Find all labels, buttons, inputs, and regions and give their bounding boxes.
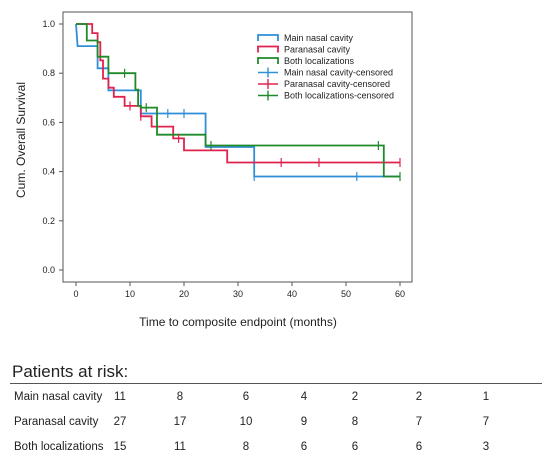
survival-curve-3 (76, 23, 400, 178)
x-axis-label: Time to composite endpoint (months) (139, 315, 337, 329)
risk-table-cell: 8 (176, 391, 184, 403)
risk-table-divider (10, 383, 542, 384)
risk-table-cell: 6 (351, 441, 359, 453)
risk-table-title: Patients at risk: (12, 362, 129, 381)
survival-chart: 0 10 20 30 40 50 60 0.0 0.2 0.4 0.6 0.8 1.0 Cum. Ov… (14, 11, 413, 329)
risk-table-cell: 10 (239, 416, 253, 428)
x-tick-label: 50 (341, 289, 351, 299)
y-tick-label: 0.0 (42, 265, 55, 275)
x-tick-label: 40 (287, 289, 297, 299)
risk-table-row: Main nasal cavity 11 8 6 4 2 2 1 (14, 391, 544, 411)
risk-row-label: Paranasal cavity (14, 416, 99, 428)
risk-table-cell: 2 (351, 391, 359, 403)
risk-table-cell: 27 (113, 416, 127, 428)
legend-swatch-1 (257, 34, 279, 41)
risk-table-cell: 3 (482, 441, 490, 453)
risk-table-cell: 8 (351, 416, 359, 428)
risk-table-cell: 17 (173, 416, 187, 428)
x-axis-ticks: 0 10 20 30 40 50 60 (73, 282, 405, 299)
x-tick-label: 60 (395, 289, 405, 299)
x-tick-label: 30 (233, 289, 243, 299)
x-tick-label: 20 (179, 289, 189, 299)
legend-swatch-3 (257, 57, 279, 64)
risk-row-label: Both localizations (14, 441, 104, 453)
y-tick-label: 1.0 (42, 19, 55, 29)
risk-table-cell: 9 (300, 416, 308, 428)
legend-swatch-2 (257, 45, 279, 53)
risk-table-row: Both localizations 15 11 8 6 6 6 3 (14, 441, 544, 461)
risk-table-cell: 6 (415, 441, 423, 453)
risk-table-cell: 15 (113, 441, 127, 453)
y-tick-label: 0.2 (42, 216, 55, 226)
legend-label: Both localizations (284, 56, 355, 66)
x-tick-label: 10 (125, 289, 135, 299)
risk-table-cell: 11 (114, 391, 126, 403)
risk-table-cell: 7 (415, 416, 423, 428)
risk-table-cell: 1 (482, 391, 490, 403)
risk-table-cell: 2 (415, 391, 423, 403)
risk-table-cell: 8 (242, 441, 250, 453)
risk-table-row: Paranasal cavity 27 17 10 9 8 7 7 (14, 416, 544, 436)
y-tick-label: 0.8 (42, 68, 55, 78)
risk-table-cell: 6 (300, 441, 308, 453)
y-axis-label: Cum. Overall Survival (14, 82, 28, 198)
risk-row-label: Main nasal cavity (14, 391, 103, 403)
x-tick-label: 0 (73, 289, 78, 299)
legend-label: Both localizations-censored (284, 91, 394, 101)
risk-table-cell: 4 (300, 391, 308, 403)
y-axis-ticks: 0.0 0.2 0.4 0.6 0.8 1.0 (42, 19, 63, 275)
risk-table-cell: 7 (482, 416, 490, 428)
legend-label: Main nasal cavity-censored (284, 68, 393, 78)
risk-table-cell: 6 (242, 391, 250, 403)
legend-label: Paranasal cavity-censored (284, 79, 390, 89)
legend-label: Main nasal cavity (284, 33, 354, 43)
risk-table-cell: 11 (174, 441, 186, 453)
survival-curves (75, 23, 400, 178)
y-tick-label: 0.4 (42, 167, 55, 177)
legend-label: Paranasal cavity (284, 45, 351, 55)
censor-marks (123, 68, 401, 182)
y-tick-label: 0.6 (42, 117, 55, 127)
